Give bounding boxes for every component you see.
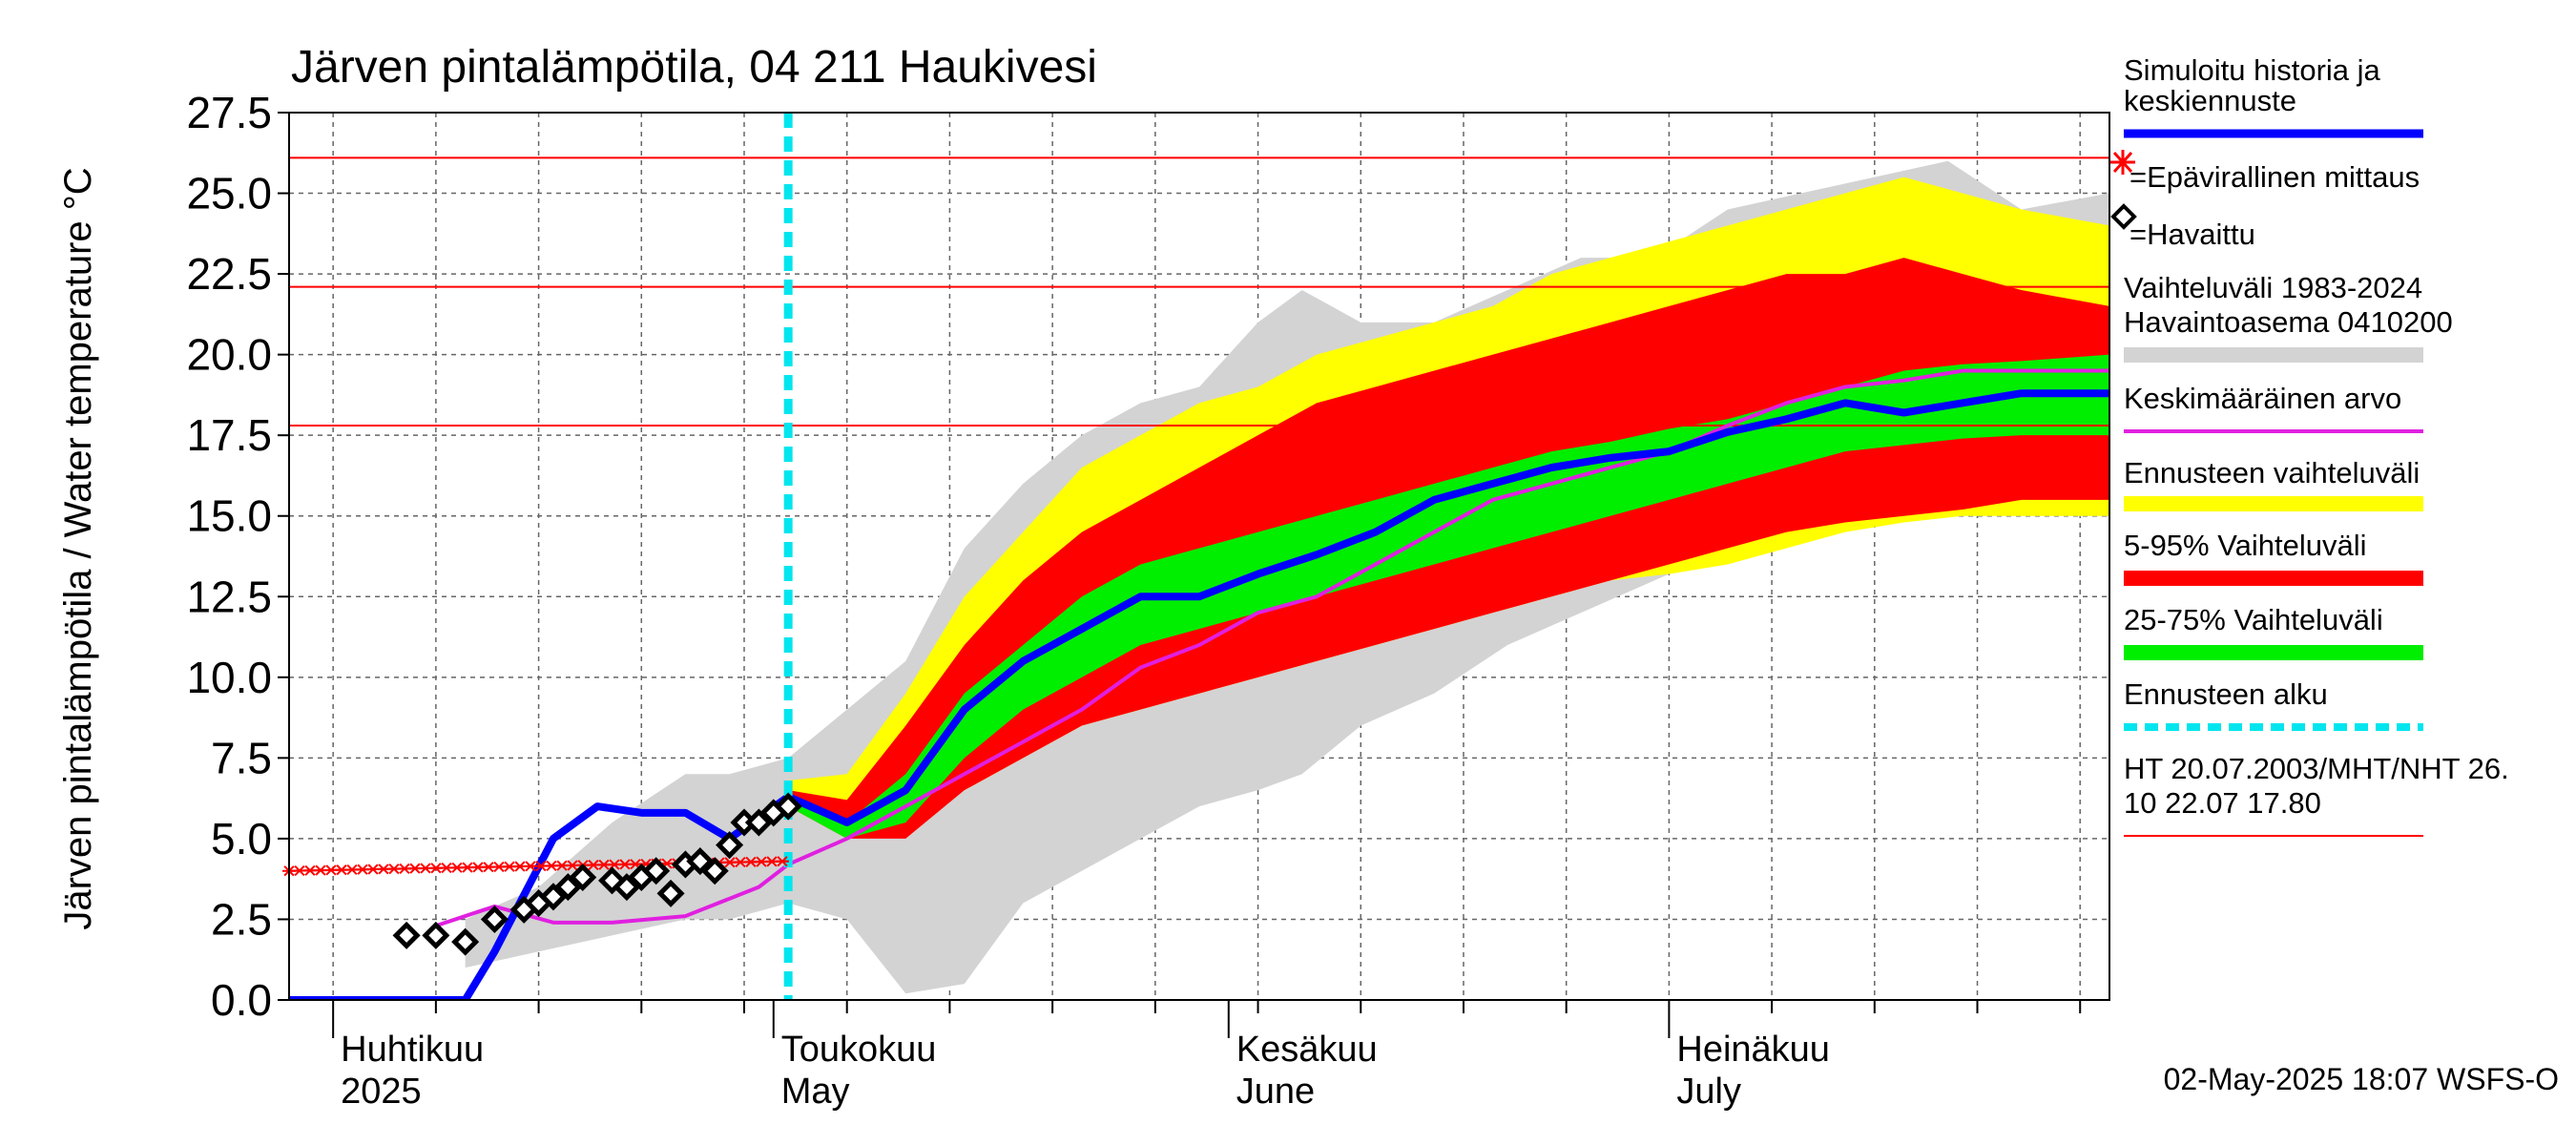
plot-frame	[288, 112, 2110, 1001]
y-tick-label: 7.5	[211, 733, 272, 782]
month-sublabel: June	[1236, 1072, 1315, 1112]
y-tick-label: 25.0	[186, 169, 272, 219]
series-lines	[289, 113, 2109, 1000]
observed-marker	[569, 863, 597, 892]
legend-label: Keskimääräinen arvo	[2124, 382, 2401, 415]
legend-label: Ennusteen alku	[2124, 677, 2328, 711]
y-tick-label: 15.0	[186, 491, 272, 541]
legend-swatch-unofficial	[2110, 150, 2135, 175]
y-tick-label: 22.5	[186, 249, 272, 299]
y-tick-label: 2.5	[211, 894, 272, 944]
legend-label: Vaihteluväli 1983-2024	[2124, 271, 2422, 304]
legend-label: Simuloitu historia ja	[2124, 53, 2381, 87]
observed-marker	[480, 905, 509, 933]
y-tick-label: 5.0	[211, 814, 272, 864]
observed-marker	[656, 879, 685, 907]
legend-label: HT 20.07.2003/MHT/NHT 26.	[2124, 752, 2509, 785]
y-tick-label: 0.0	[211, 975, 272, 1025]
month-label: Toukokuu	[781, 1030, 937, 1070]
y-axis-ticks: 0.0 2.5 5.0 7.5 10.0 12.5 15.0 17.5 20.0 22.5 25.0…	[186, 88, 289, 1025]
footer-timestamp: 02-May-2025 18:07 WSFS-O	[2164, 1062, 2559, 1096]
line-long-term-mean	[435, 368, 2109, 928]
observed-marker	[774, 792, 802, 821]
observed-marker	[392, 921, 421, 949]
y-tick-label: 27.5	[186, 88, 272, 137]
chart-title: Järven pintalämpötila, 04 211 Haukivesi	[291, 42, 1097, 93]
observed-marker	[642, 857, 671, 885]
month-label: Huhtikuu	[341, 1030, 484, 1070]
y-tick-label: 10.0	[186, 653, 272, 702]
legend-label: Ennusteen vaihteluväli	[2124, 456, 2420, 489]
observation-markers	[282, 792, 802, 956]
legend-label: =Havaittu	[2129, 218, 2255, 251]
observed-marker	[700, 857, 729, 885]
plot-area	[282, 112, 2110, 1001]
legend-label: 25-75% Vaihteluväli	[2124, 603, 2383, 636]
legend-label: =Epävirallinen mittaus	[2129, 160, 2420, 194]
observed-marker	[716, 831, 744, 860]
month-sublabel: May	[781, 1072, 850, 1112]
y-tick-label: 17.5	[186, 410, 272, 460]
line-simulated-mean	[289, 389, 2109, 1000]
range-bands	[465, 160, 2109, 994]
month-label: Heinäkuu	[1676, 1030, 1830, 1070]
legend-label: 5-95% Vaihteluväli	[2124, 529, 2366, 562]
reference-lines	[289, 156, 2109, 427]
legend-label: keskiennuste	[2124, 84, 2296, 117]
month-label: Kesäkuu	[1236, 1030, 1378, 1070]
y-tick-label: 12.5	[186, 572, 272, 621]
legend-label: 10 22.07 17.80	[2124, 786, 2321, 820]
legend-swatch-observed	[2110, 203, 2137, 230]
month-sublabel: 2025	[341, 1072, 422, 1112]
legend-label: Havaintoasema 0410200	[2124, 305, 2453, 339]
unofficial-marker	[776, 856, 789, 867]
y-tick-label: 20.0	[186, 330, 272, 380]
x-axis-ticks	[332, 1000, 2082, 1038]
y-axis-label: Järven pintalämpötila / Water temperatur…	[57, 167, 99, 929]
observed-marker	[451, 927, 480, 956]
observed-marker	[422, 921, 450, 949]
month-sublabel: July	[1676, 1072, 1741, 1112]
